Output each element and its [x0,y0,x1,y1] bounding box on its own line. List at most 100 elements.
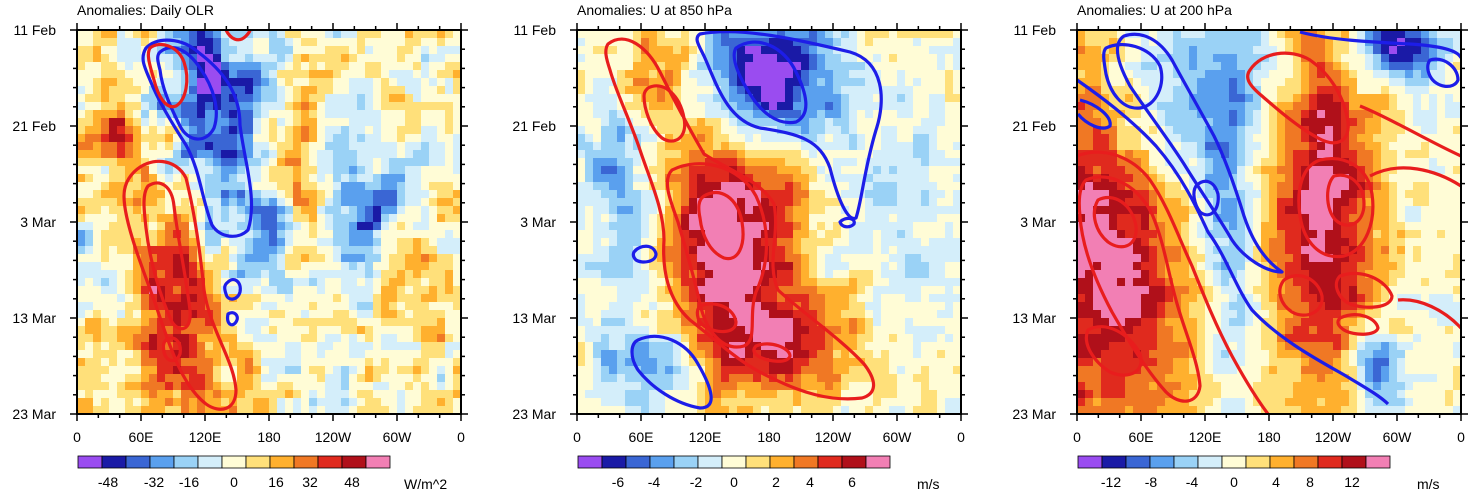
heatmap-cell [149,230,158,239]
heatmap-cell [921,126,930,135]
heatmap-cell [937,86,946,95]
heatmap-cell [841,358,850,367]
heatmap-cell [945,134,954,143]
heatmap-cell [689,374,698,383]
heatmap-cell [1157,46,1166,55]
heatmap-cell [817,302,826,311]
heatmap-cell [745,78,754,87]
heatmap-cell [585,390,594,399]
heatmap-cell [333,278,342,287]
heatmap-cell [197,214,206,223]
heatmap-cell [577,38,586,47]
heatmap-cell [157,302,166,311]
heatmap-cell [817,198,826,207]
heatmap-cell [373,398,382,407]
heatmap-cell [577,342,586,351]
heatmap-cell [381,238,390,247]
heatmap-cell [641,78,650,87]
heatmap-cell [453,326,461,335]
heatmap-cell [453,342,461,351]
heatmap-cell [365,246,374,255]
heatmap-cell [873,54,882,63]
heatmap-cell [697,238,706,247]
heatmap-cell [881,334,890,343]
heatmap-cell [157,334,166,343]
heatmap-cell [617,134,626,143]
heatmap-cell [929,62,938,71]
heatmap-cell [389,310,398,319]
heatmap-cell [421,78,430,87]
heatmap-cell [817,238,826,247]
heatmap-cell [865,70,874,79]
heatmap-cell [317,342,326,351]
heatmap-cell [309,158,318,167]
heatmap-cell [577,318,586,327]
heatmap-cell [785,198,794,207]
heatmap-cell [165,206,174,215]
heatmap-cell [197,30,206,39]
heatmap-cell [665,110,674,119]
heatmap-cell [873,102,882,111]
heatmap-cell [665,222,674,231]
heatmap-cell [365,86,374,95]
heatmap-cell [429,398,438,407]
heatmap-cell [625,318,634,327]
heatmap-cell [349,366,358,375]
heatmap-cell [429,294,438,303]
heatmap-cell [649,374,658,383]
heatmap-cell [905,222,914,231]
heatmap-cell [953,246,961,255]
heatmap-cell [585,110,594,119]
heatmap-cell [593,238,602,247]
heatmap-cell [681,142,690,151]
heatmap-cell [873,390,882,399]
heatmap-cell [809,246,818,255]
heatmap-cell [309,222,318,231]
heatmap-cell [325,326,334,335]
heatmap-cell [905,350,914,359]
heatmap-cell [285,110,294,119]
heatmap-cell [293,46,302,55]
heatmap-cell [737,54,746,63]
heatmap-cell [205,70,214,79]
heatmap-cell [333,270,342,279]
heatmap-cell [141,110,150,119]
heatmap-cell [705,262,714,271]
heatmap-cell [373,286,382,295]
heatmap-cell [881,366,890,375]
heatmap-cell [809,94,818,103]
heatmap-cell [657,350,666,359]
heatmap-cell [285,350,294,359]
heatmap-cell [945,102,954,111]
heatmap-cell [253,126,262,135]
heatmap-cell [125,286,134,295]
heatmap-cell [189,390,198,399]
heatmap-cell [833,198,842,207]
heatmap-cell [301,350,310,359]
heatmap-cell [921,238,930,247]
heatmap-cell [625,382,634,391]
heatmap-cell [945,214,954,223]
heatmap-cell [333,182,342,191]
heatmap-cell [93,366,102,375]
heatmap-cell [229,118,238,127]
heatmap-cell [205,118,214,127]
contour-positive [642,84,687,143]
heatmap-cell [181,110,190,119]
heatmap-cell [777,206,786,215]
heatmap-cell [261,78,270,87]
heatmap-cell [429,206,438,215]
heatmap-cell [873,166,882,175]
heatmap-cell [101,46,110,55]
heatmap-cell [429,134,438,143]
heatmap-cell [205,54,214,63]
heatmap-cell [1181,38,1190,47]
heatmap-cell [269,350,278,359]
heatmap-cell [625,78,634,87]
heatmap-cell [777,94,786,103]
heatmap-cell [269,310,278,319]
heatmap-cell [745,46,754,55]
heatmap-cell [681,382,690,391]
heatmap-cell [641,118,650,127]
heatmap-cell [189,142,198,151]
